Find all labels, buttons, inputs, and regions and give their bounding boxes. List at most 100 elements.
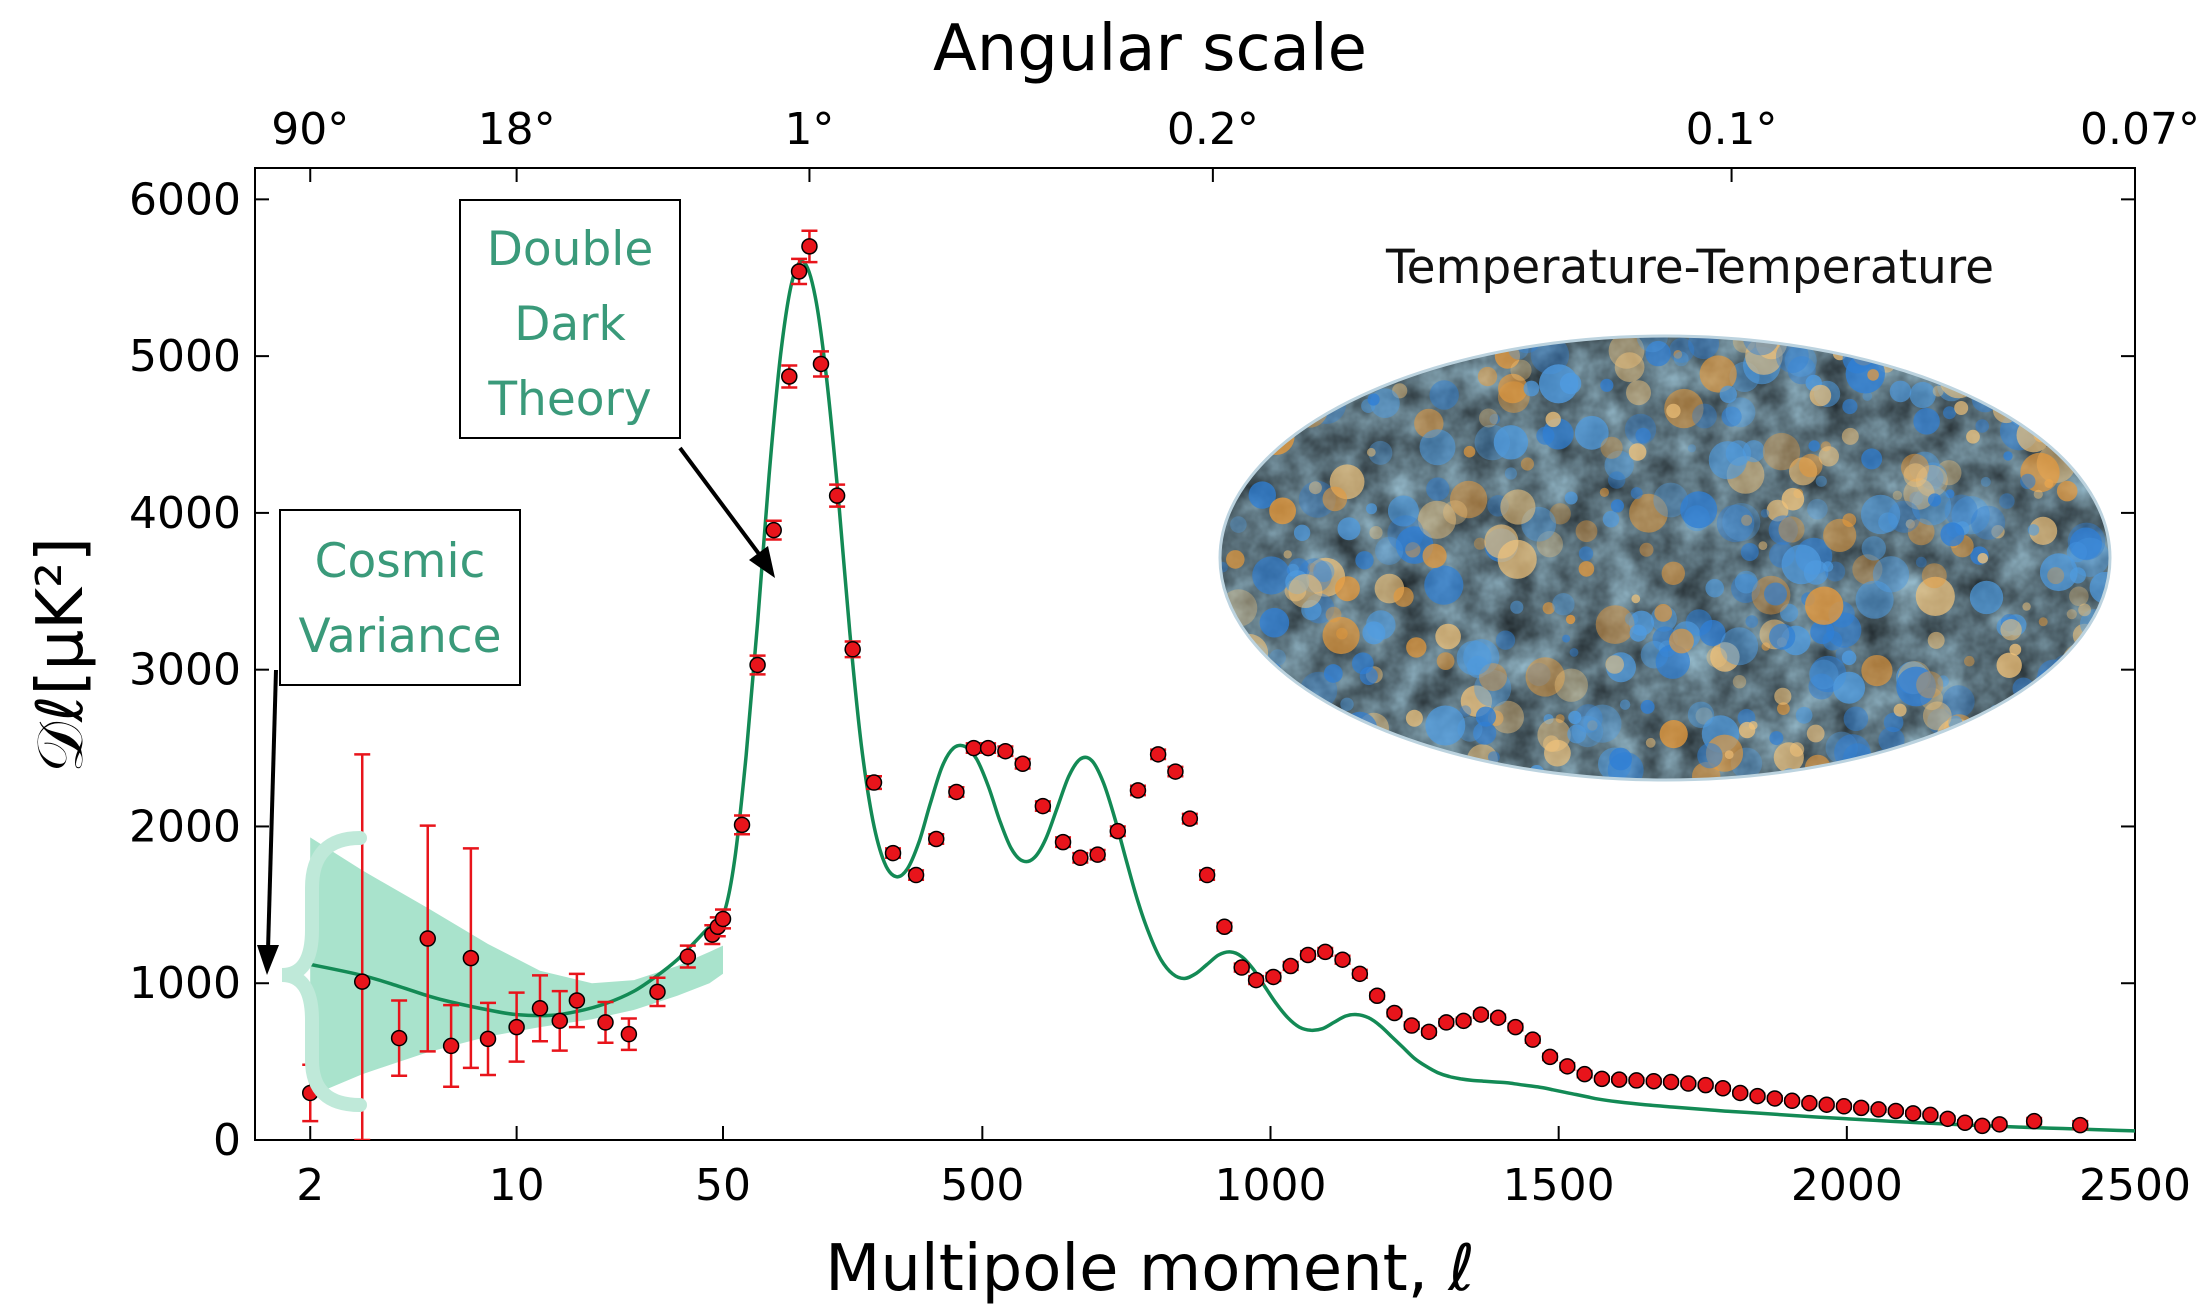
data-point [1181, 810, 1199, 827]
data-marker [714, 910, 732, 928]
sky-map-spot [1395, 756, 1409, 769]
sky-map-spot [1867, 369, 1879, 381]
data-point [1438, 1014, 1455, 1031]
data-point [353, 753, 371, 1140]
sky-map-spot [1818, 446, 1840, 467]
sky-map-spot [2029, 516, 2058, 546]
data-marker [1852, 1099, 1870, 1117]
data-points [301, 229, 2089, 1140]
sky-map-spot [1369, 526, 1383, 540]
theory-curve [309, 259, 2135, 1133]
top-tick-label: 1° [784, 104, 834, 155]
sky-map-spot [1769, 623, 1796, 650]
data-point [1922, 1106, 1939, 1124]
y-axis-ticks: 0 1000 2000 3000 4000 5000 6000 [129, 174, 2135, 1166]
sky-map-spot [1822, 561, 1834, 572]
data-point [1282, 957, 1299, 975]
data-point [884, 844, 902, 862]
data-point [1472, 1006, 1490, 1023]
data-point [679, 944, 697, 969]
y-tick-label: 4000 [129, 488, 241, 539]
data-marker [1922, 1106, 1939, 1124]
data-point [1610, 1071, 1628, 1088]
sky-map-spot [1417, 500, 1457, 539]
sky-map-spot [1525, 657, 1565, 697]
sky-map-spot [2024, 364, 2047, 388]
sky-map-spot [1491, 700, 1524, 734]
sky-map-spot [1915, 576, 1955, 617]
sky-map-spot [2062, 642, 2102, 682]
sky-map-spot [1885, 336, 1920, 359]
data-point [462, 847, 480, 1070]
sky-map-spot [1861, 767, 1872, 779]
annotation-arrow [266, 669, 278, 951]
sky-map-spot [1773, 742, 1804, 773]
data-point [1014, 755, 1031, 772]
sky-map-spot [1443, 500, 1468, 525]
data-point [1541, 1048, 1559, 1066]
sky-map-spot [1907, 518, 1935, 546]
sky-map-spot [2070, 537, 2110, 577]
data-point [1386, 1004, 1403, 1022]
y-tick-label: 3000 [129, 645, 241, 696]
data-point [1956, 1114, 1974, 1132]
sky-map-spot [1337, 517, 1361, 541]
annotation-line-2: Variance [298, 609, 501, 664]
sky-map-spot [1860, 494, 1901, 535]
sky-map-spot [2009, 643, 2022, 656]
sky-map-spot [1822, 630, 1843, 651]
sky-map-spot [1734, 570, 1758, 594]
plot-frame [254, 167, 2136, 1141]
sky-map-spot [1692, 403, 1717, 429]
x-tick-label: 2 [296, 1160, 324, 1211]
annotation-arrowhead [749, 546, 775, 578]
sky-map-spot [1762, 432, 1801, 471]
sky-map-spot [2048, 677, 2059, 688]
data-point [1818, 1096, 1835, 1113]
sky-map-spot [1230, 516, 1247, 533]
x-tick-label: 2000 [1791, 1160, 1903, 1211]
sky-map-spot [1875, 345, 1889, 359]
annotation-arrowhead [257, 945, 279, 975]
data-point [1870, 1101, 1887, 1118]
sky-map-spot [1220, 624, 1227, 633]
sky-map-spot [2044, 406, 2073, 435]
sky-map-spot [1565, 614, 1576, 625]
top-axis-ticks: 90° 18° 1° 0.2° 0.1° 0.07° [271, 104, 2200, 182]
sky-map-spot [2056, 480, 2078, 502]
sky-map-spot [1308, 481, 1322, 495]
sky-map-spot [1833, 671, 1866, 704]
data-point [1524, 1031, 1541, 1048]
sky-map-spot [2003, 451, 2013, 461]
data-marker [1610, 1071, 1628, 1088]
cosmic-variance-band [310, 837, 723, 1097]
sky-map-spot [2069, 586, 2089, 607]
data-point [927, 830, 945, 848]
sky-map-spot [1862, 336, 1900, 364]
sky-map-spot [1520, 457, 1534, 471]
sky-map-spot [1959, 764, 1976, 780]
sky-map-spot [1510, 600, 1524, 614]
data-marker [733, 816, 751, 834]
sky-map-spot [1282, 351, 1310, 380]
sky-map-spot [2070, 748, 2098, 776]
data-point [948, 783, 965, 801]
data-marker [1541, 1048, 1559, 1066]
sky-map-spot [1629, 493, 1668, 533]
sky-map-spot [1687, 444, 1696, 453]
sky-map-spot [2047, 567, 2065, 585]
sky-map-spot [1567, 724, 1587, 744]
sky-map-spot [1661, 561, 1686, 585]
sky-map-spot [1489, 413, 1501, 425]
sky-map-spot [1808, 673, 1835, 700]
data-point [1974, 1117, 1991, 1135]
sky-map-spot [1699, 355, 1737, 393]
sky-map-spot [1626, 380, 1651, 406]
sky-map-spot [2053, 401, 2062, 411]
sky-map-spot [1536, 531, 1564, 558]
data-marker [620, 1025, 638, 1043]
sky-map-spot [1980, 719, 2020, 759]
sky-map-spot [1497, 381, 1530, 413]
data-marker [1054, 833, 1072, 851]
